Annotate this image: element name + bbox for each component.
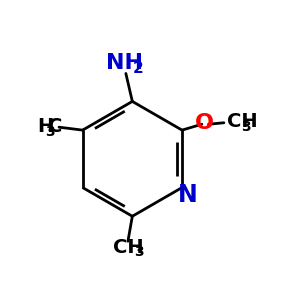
Text: H: H [37,117,53,136]
Text: CH: CH [112,238,143,257]
Text: O: O [195,113,214,133]
Text: C: C [48,117,63,136]
Text: 3: 3 [45,125,54,139]
Text: 3: 3 [134,245,144,260]
Text: 2: 2 [133,61,144,76]
Text: 3: 3 [242,120,251,134]
Text: NH: NH [106,53,143,73]
Text: CH: CH [227,112,257,131]
Text: N: N [178,183,197,207]
